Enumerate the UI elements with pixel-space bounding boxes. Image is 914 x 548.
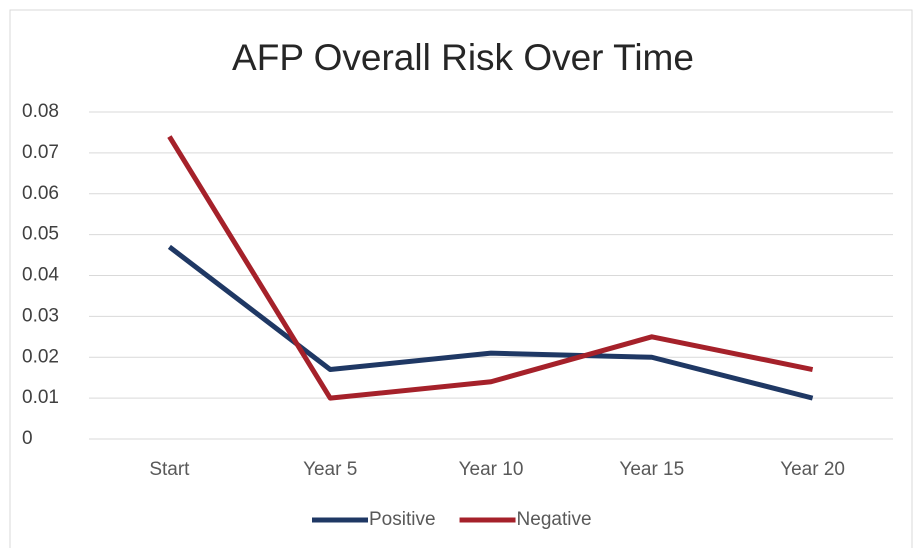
x-tick-label: Year 5: [303, 459, 357, 480]
series-line: [167, 244, 814, 401]
legend-label: Negative: [517, 509, 592, 530]
y-tick-label: 0.07: [22, 142, 59, 163]
chart-title: AFP Overall Risk Over Time: [232, 37, 694, 78]
x-tick-label: Start: [149, 459, 190, 480]
x-tick-label: Year 20: [780, 459, 845, 480]
y-tick-label: 0.04: [22, 265, 59, 286]
y-tick-label: 0.08: [22, 101, 59, 122]
x-tick-label: Year 15: [619, 459, 684, 480]
chart-frame: [9, 9, 913, 548]
y-tick-label: 0: [22, 428, 33, 449]
y-tick-label: 0.06: [22, 183, 59, 204]
y-tick-label: 0.03: [22, 305, 59, 326]
series-line: [167, 135, 814, 401]
y-tick-label: 0.02: [22, 346, 59, 367]
y-tick-label: 0.05: [22, 224, 59, 245]
y-tick-label: 0.01: [22, 387, 59, 408]
x-tick-label: Year 10: [459, 459, 524, 480]
legend-label: Positive: [369, 509, 436, 530]
